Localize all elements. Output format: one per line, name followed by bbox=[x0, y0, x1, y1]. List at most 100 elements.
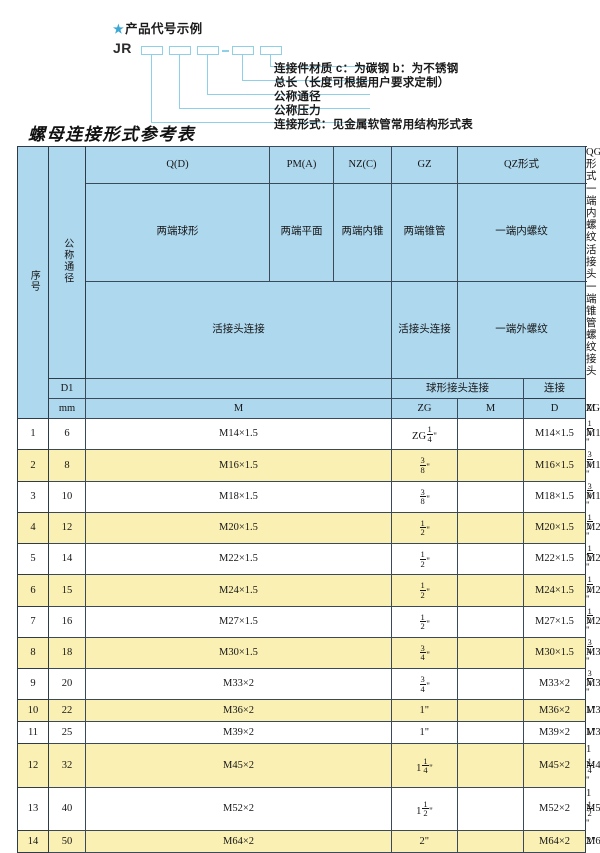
cell-thread-m: M14×1.5 bbox=[85, 418, 392, 451]
cell-thread-m: M36×2 bbox=[85, 699, 392, 723]
header-d1-blank-left bbox=[85, 378, 392, 400]
cell-gz-zg: ZG 1 4 " bbox=[391, 418, 458, 451]
cell-qz-d: M18×1.5 bbox=[523, 480, 586, 513]
cell-qz-d: M36×2 bbox=[523, 699, 586, 723]
product-code-diagram: ★产品代号示例 JR 连接件材质 c：为碳钢 b：为不锈钢 总长（长度可根据用户… bbox=[0, 0, 600, 131]
cell-nominal-dia: 18 bbox=[48, 636, 86, 670]
header-nominal-dia: 公称通径 bbox=[48, 145, 86, 380]
header-row-d1: D1 球形接头连接 连接 bbox=[18, 378, 586, 400]
diagram-title-text: 产品代号示例 bbox=[125, 22, 203, 36]
diagram-label-pressure: 公称压力 bbox=[274, 105, 321, 117]
cell-seq: 2 bbox=[17, 449, 49, 482]
leader-line-3-horizontal bbox=[207, 94, 370, 96]
header-ball-joint-qz: 球形接头连接 bbox=[391, 378, 524, 400]
cell-qz-d: M20×1.5 bbox=[523, 511, 586, 545]
header-group-qz: QZ形式 bbox=[457, 145, 586, 185]
leader-line-1-vertical bbox=[151, 55, 153, 123]
code-box-3 bbox=[197, 46, 219, 55]
cell-thread-m: M33×2 bbox=[85, 668, 392, 701]
leader-line-2-vertical bbox=[179, 55, 181, 109]
table-body: 16M14×1.5ZG14"M14×1.5M14×1.514"28M16×1.5… bbox=[17, 418, 600, 853]
header-seq: 序号 bbox=[17, 145, 49, 420]
leader-line-5-vertical bbox=[270, 55, 272, 67]
cell-qz-d: M45×2 bbox=[523, 743, 586, 788]
header-shape-gz: 两端锥管 bbox=[391, 183, 458, 282]
cell-seq: 14 bbox=[17, 830, 49, 853]
cell-qz-m bbox=[457, 636, 524, 670]
cell-gz-zg: 3 4 " bbox=[391, 668, 458, 701]
nut-connection-spec-table: 序号 公称通径 Q(D) PM(A) NZ(C) GZ QZ形式 QG形式 两端… bbox=[17, 145, 600, 853]
diagram-label-connection: 连接形式：见金属软管常用结构形式表 bbox=[274, 119, 473, 131]
header-seq-label: 序号 bbox=[28, 269, 40, 292]
diagram-label-length: 总长（长度可根据用户要求定制） bbox=[274, 77, 450, 89]
cell-seq: 5 bbox=[17, 543, 49, 576]
header-conn-qz: 一端外螺纹 bbox=[457, 280, 586, 380]
code-box-1 bbox=[141, 46, 163, 55]
header-unit-qz-m: M bbox=[457, 398, 524, 420]
cell-qz-d: M14×1.5 bbox=[523, 418, 586, 451]
header-group-qd: Q(D) bbox=[85, 145, 270, 185]
header-mm: mm bbox=[48, 398, 86, 420]
cell-qz-d: M64×2 bbox=[523, 830, 586, 853]
header-unit-qz-d: D bbox=[523, 398, 586, 420]
cell-thread-m: M27×1.5 bbox=[85, 605, 392, 638]
cell-gz-zg: 2" bbox=[391, 830, 458, 853]
table-header: 序号 公称通径 Q(D) PM(A) NZ(C) GZ QZ形式 QG形式 两端… bbox=[17, 145, 600, 420]
cell-seq: 3 bbox=[17, 480, 49, 513]
cell-qz-d: M27×1.5 bbox=[523, 605, 586, 638]
cell-nominal-dia: 12 bbox=[48, 511, 86, 545]
leader-line-5-horizontal bbox=[270, 66, 370, 68]
cell-thread-m: M16×1.5 bbox=[85, 449, 392, 482]
cell-gz-zg: 1 2 " bbox=[391, 574, 458, 607]
leader-line-2-horizontal bbox=[179, 108, 370, 110]
diagram-label-bore: 公称通径 bbox=[274, 91, 321, 103]
cell-qz-d: M52×2 bbox=[523, 786, 586, 832]
code-separator bbox=[222, 50, 229, 52]
cell-seq: 8 bbox=[17, 636, 49, 670]
header-conn-gz: 活接头连接 bbox=[391, 280, 458, 380]
cell-thread-m: M39×2 bbox=[85, 721, 392, 745]
cell-gz-zg: 3 8 " bbox=[391, 449, 458, 482]
cell-qz-m bbox=[457, 511, 524, 545]
cell-gz-zg: 3 4 " bbox=[391, 636, 458, 670]
cell-qz-m bbox=[457, 668, 524, 701]
cell-seq: 10 bbox=[17, 699, 49, 723]
cell-qz-d: M39×2 bbox=[523, 721, 586, 745]
header-group-gz: GZ bbox=[391, 145, 458, 185]
cell-qz-m bbox=[457, 721, 524, 745]
page-title: 螺母连接形式参考表 bbox=[28, 125, 196, 144]
header-shape-qd: 两端球形 bbox=[85, 183, 270, 282]
leader-line-4-horizontal bbox=[242, 80, 370, 82]
cell-thread-m: M64×2 bbox=[85, 830, 392, 853]
leader-line-4-vertical bbox=[242, 55, 244, 81]
cell-qz-d: M33×2 bbox=[523, 668, 586, 701]
leader-line-3-vertical bbox=[207, 55, 209, 95]
cell-gz-zg: 1 1 4 " bbox=[391, 743, 458, 788]
header-conn-qpmnz: 活接头连接 bbox=[85, 280, 392, 380]
cell-qz-d: M16×1.5 bbox=[523, 449, 586, 482]
cell-seq: 1 bbox=[17, 418, 49, 451]
diagram-title: ★产品代号示例 bbox=[113, 18, 203, 37]
diagram-label-material: 连接件材质 c：为碳钢 b：为不锈钢 bbox=[274, 63, 459, 75]
cell-qz-d: M30×1.5 bbox=[523, 636, 586, 670]
header-shape-pma: 两端平面 bbox=[269, 183, 334, 282]
cell-nominal-dia: 22 bbox=[48, 699, 86, 723]
code-box-4 bbox=[232, 46, 254, 55]
cell-qz-m bbox=[457, 830, 524, 853]
cell-nominal-dia: 6 bbox=[48, 418, 86, 451]
cell-gz-zg: 1 2 " bbox=[391, 605, 458, 638]
cell-qz-m bbox=[457, 543, 524, 576]
cell-nominal-dia: 20 bbox=[48, 668, 86, 701]
cell-nominal-dia: 8 bbox=[48, 449, 86, 482]
cell-seq: 9 bbox=[17, 668, 49, 701]
